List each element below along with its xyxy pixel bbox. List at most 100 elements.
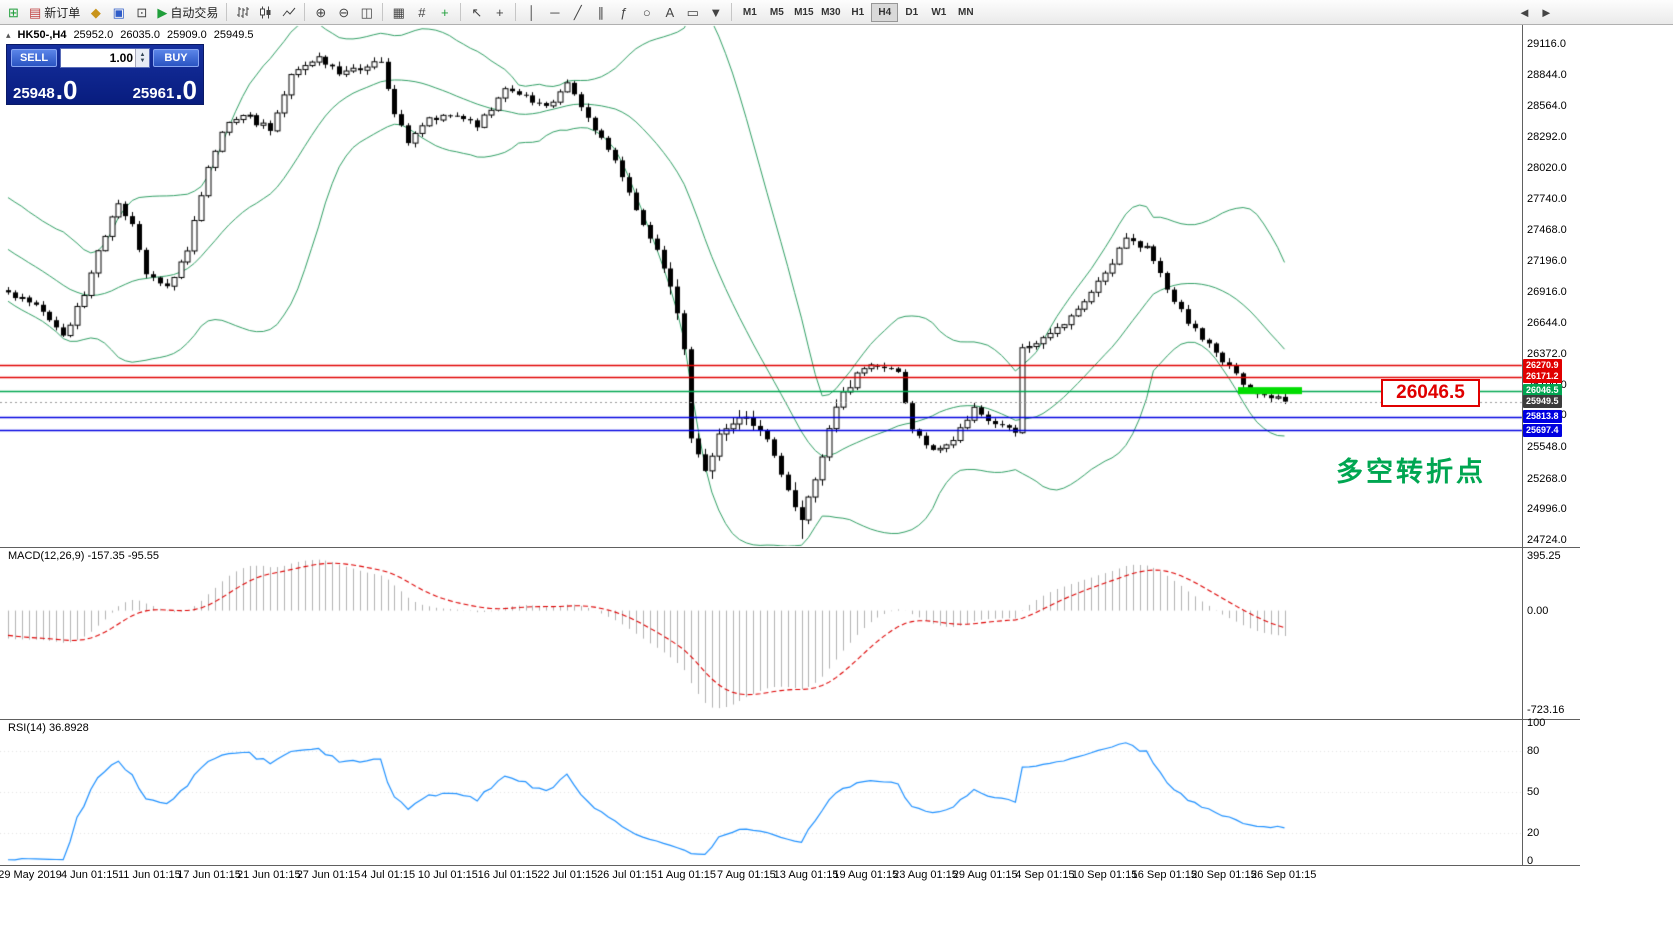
grid-icon: # (418, 4, 426, 20)
tf-button-m15[interactable]: M15 (790, 3, 817, 22)
price-scale-border[interactable] (1522, 25, 1523, 865)
time-axis-label: 16 Jul 01:15 (477, 869, 538, 881)
trendline-icon: ╱ (573, 4, 582, 20)
sell-button[interactable]: SELL (11, 49, 57, 67)
chart-ohlc-header: ▴ HK50-,H4 25952.0 26035.0 25909.0 25949… (6, 29, 254, 41)
time-axis-label: 20 Sep 01:15 (1191, 869, 1257, 881)
strategy-tester-button[interactable]: ⊡ (130, 2, 153, 23)
auto-arrange-button[interactable]: ▦ (387, 2, 410, 23)
volume-stepper[interactable]: ▲ ▼ (135, 49, 149, 67)
zoom-out-button[interactable]: ⊖ (332, 2, 355, 23)
scroll-left-button[interactable]: ◄ (1514, 2, 1535, 23)
buy-button[interactable]: BUY (153, 49, 199, 67)
tf-button-m1[interactable]: M1 (736, 3, 763, 22)
shapes-button[interactable]: ○ (635, 2, 658, 23)
time-axis-label: 27 Jun 01:15 (296, 869, 361, 881)
price-axis-label: 27196.0 (1527, 254, 1567, 267)
price-axis-label: 28292.0 (1527, 131, 1567, 144)
bar-chart-button[interactable] (231, 2, 254, 23)
tile-windows-icon: ◫ (360, 4, 373, 20)
tf-button-m30[interactable]: M30 (817, 3, 844, 22)
stepper-up-icon[interactable]: ▲ (139, 52, 146, 58)
autotrading-button[interactable]: ▶ 自动交易 (153, 2, 222, 23)
time-axis-label: 23 Aug 01:15 (893, 869, 958, 881)
volume-value[interactable]: 1.00 (109, 51, 133, 65)
terminal-button[interactable]: ▣ (107, 2, 130, 23)
tf-button-m5[interactable]: M5 (763, 3, 790, 22)
horizontal-line-icon: ─ (550, 4, 560, 20)
bar-chart-icon (236, 6, 249, 18)
turning-point-note[interactable]: 多空转折点 (1336, 457, 1486, 487)
toolbar-separator (731, 3, 733, 21)
text-button[interactable]: A (658, 2, 681, 23)
sell-price: 25948.0 (13, 77, 77, 103)
fibonacci-icon: ƒ (620, 4, 628, 20)
new-chart-icon: ⊞ (8, 4, 19, 20)
tf-button-d1[interactable]: D1 (898, 3, 925, 22)
label-button[interactable]: ▭ (681, 2, 704, 23)
line-chart-button[interactable] (277, 2, 300, 23)
tf-button-w1[interactable]: W1 (925, 3, 952, 22)
time-axis-label: 26 Jul 01:15 (597, 869, 657, 881)
channel-button[interactable]: ∥ (589, 2, 612, 23)
tile-windows-button[interactable]: ◫ (355, 2, 378, 23)
new-chart-button[interactable]: ⊞ (2, 2, 25, 23)
toolbar-separator (515, 3, 517, 21)
volume-input[interactable]: 1.00 ▲ ▼ (60, 48, 150, 68)
buy-price-main: 25961 (132, 85, 175, 102)
ohlc-high: 26035.0 (120, 29, 160, 41)
cursor-button[interactable]: ↖ (465, 2, 488, 23)
horizontal-line-button[interactable]: ─ (543, 2, 566, 23)
price-axis-label: 25548.0 (1527, 440, 1567, 453)
scroll-right-button[interactable]: ► (1536, 2, 1557, 23)
zoom-out-icon: ⊖ (338, 4, 350, 20)
indicators-button[interactable]: + (433, 2, 456, 23)
new-order-icon: ▤ (29, 4, 42, 20)
new-order-button[interactable]: ▤ 新订单 (25, 2, 84, 23)
candlestick-chart-button[interactable] (254, 2, 277, 23)
tf-button-mn[interactable]: MN (952, 3, 979, 22)
macd-scale-zero: 0.00 (1527, 604, 1549, 617)
autotrading-label: 自动交易 (170, 5, 219, 20)
tf-button-h4[interactable]: H4 (871, 2, 899, 22)
symbol-period-label: HK50-,H4 (17, 29, 67, 41)
macd-rsi-separator[interactable] (0, 719, 1580, 720)
shapes-icon: ○ (642, 4, 651, 20)
buy-price-pips: .0 (175, 74, 197, 105)
fibonacci-button[interactable]: ƒ (612, 2, 635, 23)
metaeditor-button[interactable]: ◆ (84, 2, 107, 23)
rsi-scale-label: 0 (1527, 855, 1534, 867)
price-callout-box[interactable]: 26046.5 (1381, 379, 1480, 407)
main-toolbar: ⊞ ▤ 新订单 ◆ ▣ ⊡ ▶ 自动交易 ⊕ ⊖ ◫ ▦ # + ↖ + │ ─ ╱… (0, 0, 1673, 25)
time-axis-label: 7 Aug 01:15 (717, 869, 776, 881)
main-macd-separator[interactable] (0, 547, 1580, 548)
price-axis-label: 24996.0 (1527, 503, 1567, 516)
trendline-button[interactable]: ╱ (566, 2, 589, 23)
one-click-toggle-icon[interactable]: ▴ (6, 29, 11, 40)
one-click-trading-panel: SELL 1.00 ▲ ▼ BUY 25948.0 25961.0 (6, 44, 204, 105)
price-axis-label: 24724.0 (1527, 534, 1567, 546)
autotrading-icon: ▶ (157, 4, 168, 20)
price-axis-label: 26644.0 (1527, 317, 1567, 330)
arrows-button[interactable]: ▼ (704, 2, 727, 23)
scroll-left-icon: ◄ (1518, 5, 1531, 20)
zoom-in-button[interactable]: ⊕ (309, 2, 332, 23)
price-axis-label: 27740.0 (1527, 193, 1567, 206)
vertical-line-button[interactable]: │ (520, 2, 543, 23)
metaeditor-icon: ◆ (90, 4, 101, 20)
time-axis-label: 11 Jun 01:15 (117, 869, 181, 881)
time-axis-label: 19 Aug 01:15 (833, 869, 899, 881)
stepper-down-icon[interactable]: ▼ (139, 58, 146, 64)
crosshair-button[interactable]: + (488, 2, 511, 23)
grid-button[interactable]: # (410, 2, 433, 23)
price-scale-tag: 25813.8 (1523, 410, 1562, 424)
macd-scale-top: 395.25 (1527, 550, 1561, 562)
candlestick-chart-icon (259, 6, 271, 18)
time-axis-label: 21 Jun 01:15 (236, 869, 301, 881)
scroll-right-icon: ► (1539, 5, 1553, 20)
time-axis-separator (0, 865, 1580, 866)
tf-button-h1[interactable]: H1 (844, 3, 871, 22)
